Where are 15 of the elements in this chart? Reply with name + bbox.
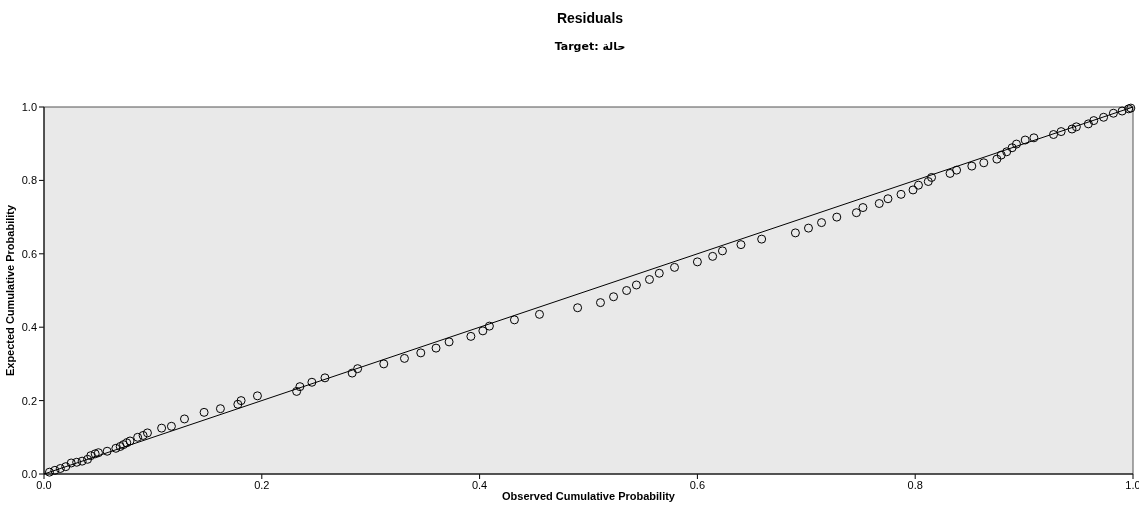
x-tick-label: 0.2 [254, 479, 270, 491]
chart-title: Residuals [556, 10, 624, 26]
x-tick-label: 0.6 [689, 479, 706, 491]
chart-subtitle: Target: حالة [554, 40, 626, 53]
y-tick-label: 0.0 [21, 468, 37, 480]
x-tick-label: 0.0 [36, 479, 52, 491]
y-tick-label: 1.0 [21, 101, 37, 113]
y-tick-label: 0.2 [21, 394, 37, 407]
y-axis-title: Expected Cumulative Probability [4, 204, 16, 377]
y-tick-label: 0.6 [21, 247, 37, 260]
x-axis-title: Observed Cumulative Probability [502, 490, 676, 502]
y-tick-label: 0.4 [21, 321, 37, 334]
x-tick-label: 0.4 [471, 479, 488, 491]
x-tick-label: 0.8 [907, 479, 923, 491]
y-tick-label: 0.8 [21, 174, 37, 187]
